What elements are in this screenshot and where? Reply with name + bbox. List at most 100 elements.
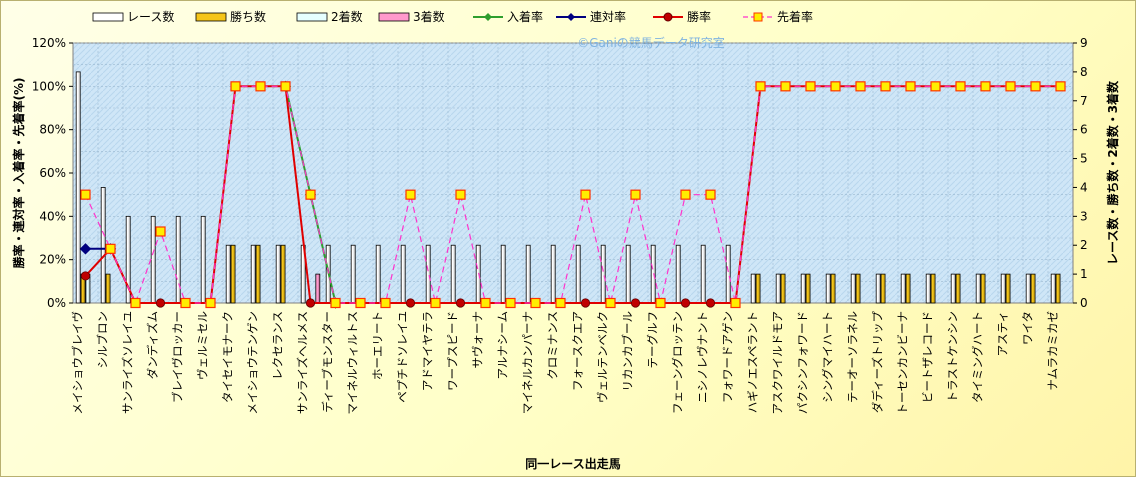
bar-shade [978,274,980,303]
legend-item: 2着数 [296,9,363,24]
bar-shade [753,274,755,303]
legend-swatch [378,12,410,22]
marker-point [505,297,516,309]
marker-point [280,81,291,92]
marker-point [555,297,566,309]
marker-point [205,297,216,309]
bar [780,273,786,304]
marker-point [455,298,466,308]
marker-point [180,297,191,309]
marker-point [680,298,691,308]
legend-marker [753,12,763,22]
bar-shade [318,274,320,303]
bar [975,273,981,304]
bar [75,71,81,304]
bar [750,273,756,304]
watermark-text: ©Ganiの競馬データ研究室 [577,35,725,50]
marker-point [605,297,616,309]
series-e58588e79d80e78e87-line [84,85,1061,305]
bar-shade [703,245,705,303]
bar-shade [1003,274,1005,303]
bar [1025,273,1031,304]
legend-marker [484,13,492,21]
bar-shade [1053,274,1055,303]
marker-point [130,297,141,309]
bar-shade [303,245,305,303]
legend-swatch [92,12,124,22]
marker-point [480,297,491,309]
bar-shade [778,274,780,303]
legend-label: 入着率 [507,9,543,24]
bar-shade [578,245,580,303]
x-category-label: アスティ [996,311,1010,356]
bar-shade [758,274,760,303]
marker-point [580,189,591,200]
bar-shade [233,245,235,303]
bar-shade [933,274,935,303]
legend-swatch [195,12,227,22]
bar-shade [828,274,830,303]
bar-shade [283,245,285,303]
marker-point [105,243,116,254]
marker-point [305,298,316,308]
legend-marker [567,13,575,21]
y-right-tick-label: 6 [1080,123,1088,137]
x-category-label: フォワードアゲン [721,311,735,403]
x-category-label: フォースクエア [571,311,585,391]
marker-point [905,81,916,92]
x-category-label: タイセイモナーク [221,311,235,403]
bar [825,273,831,304]
x-category-label: マイネルウィルトス [346,311,360,415]
x-category-label: レクセランス [271,311,285,380]
bar-shade [528,245,530,303]
marker-point [1030,81,1041,92]
x-category-label: ホーエリート [371,311,385,380]
marker-point [155,226,166,237]
bar [1055,273,1061,304]
x-category-label: アスクワイルドモア [771,311,785,415]
bar-shade [353,245,355,303]
y-right-tick-label: 5 [1080,152,1088,166]
bar-shade [1058,274,1060,303]
bar-shade [378,245,380,303]
x-category-label: タイミングハート [971,311,985,403]
marker-point [755,81,766,92]
bar [125,215,131,304]
y-axis-right-title: レース数・勝ち数・2着数・3着数 [1105,80,1120,265]
bar-shade [833,274,835,303]
x-category-label: トラストケンシン [946,311,960,402]
y-right-tick-label: 2 [1080,238,1088,252]
marker-point [830,81,841,92]
marker-point [430,297,441,309]
marker-point [1005,81,1016,92]
bar [1030,273,1036,304]
bar [225,244,231,304]
bar [980,273,986,304]
x-category-label: サンライズヘルメス [296,311,310,414]
x-category-label: フェーングロッテン [671,311,685,414]
series-3e79d80e695b0-bars [315,273,321,304]
marker-point [405,298,416,308]
x-category-label: ビートザレコード [921,311,935,403]
bar [800,273,806,304]
bar-shade [178,216,180,303]
bar-shade [728,245,730,303]
bar-shade [803,274,805,303]
bar-shade [953,274,955,303]
x-category-label: メイショウブレイヴ [71,311,85,415]
x-category-label: アルナシーム [496,311,510,380]
bar [925,273,931,304]
marker-point [855,81,866,92]
legend-label: 勝率 [687,9,711,24]
legend-item: 勝率 [653,9,711,24]
bar-shade [853,274,855,303]
legend-item: 入着率 [473,9,543,24]
bar [805,273,811,304]
legend-item: 3着数 [378,9,445,24]
x-category-label: ブレイヴロッカー [171,311,185,403]
legend-item: 勝ち数 [195,9,266,24]
marker-point [330,297,341,309]
x-category-label: ディーブモンスター [321,311,335,413]
x-category-label: サヴォーナ [471,311,485,369]
bar-shade [78,71,80,303]
